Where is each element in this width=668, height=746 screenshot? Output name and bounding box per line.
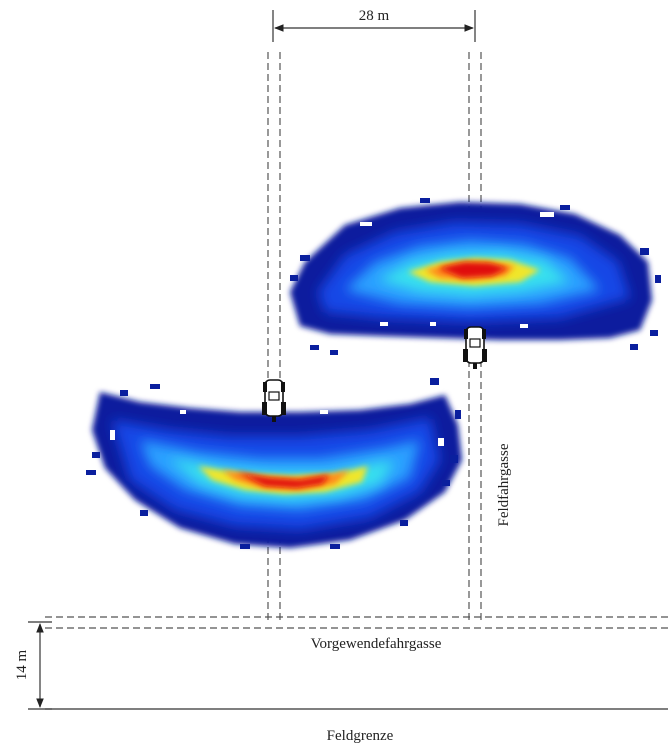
spread-pattern-right (290, 198, 661, 355)
headland-tramline-label: Vorgewendefahrgasse (311, 636, 442, 652)
width-dimension: 28 m (272, 8, 476, 42)
spread-pattern-left (86, 378, 462, 549)
tractor-icon-right (463, 326, 487, 369)
field-tramline-right (468, 52, 482, 622)
depth-dimension-label: 14 m (14, 649, 30, 680)
field-boundary-label: Feldgrenze (327, 728, 394, 744)
tractor-icon-left (262, 379, 286, 422)
depth-dimension: 14 m (14, 621, 52, 710)
headland-tramline (45, 616, 668, 629)
width-dimension-label: 28 m (359, 8, 390, 24)
field-tramline-label: Feldfahrgasse (496, 443, 512, 526)
